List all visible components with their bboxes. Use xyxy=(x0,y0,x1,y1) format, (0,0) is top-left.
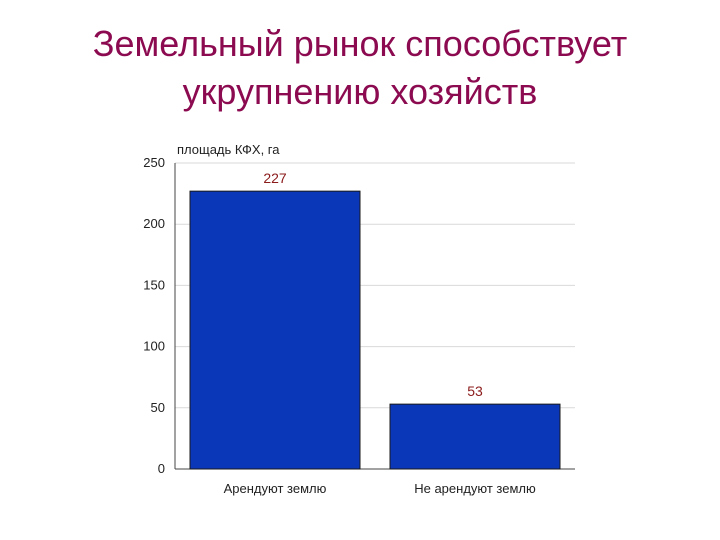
y-tick-label: 50 xyxy=(151,400,165,415)
title-line-2: укрупнению хозяйств xyxy=(182,71,538,112)
y-tick-label: 0 xyxy=(158,461,165,476)
x-category-label: Арендуют землю xyxy=(224,481,327,496)
y-tick-label: 250 xyxy=(143,155,165,170)
y-axis-label: площадь КФХ, га xyxy=(177,142,280,157)
data-label: 53 xyxy=(467,383,483,399)
x-category-label: Не арендуют землю xyxy=(414,481,536,496)
title-line-1: Земельный рынок способствует xyxy=(92,23,628,64)
y-tick-label: 100 xyxy=(143,339,165,354)
slide-title: Земельный рынок способствует укрупнению … xyxy=(0,20,720,116)
bar xyxy=(389,403,561,470)
y-tick-label: 200 xyxy=(143,216,165,231)
y-tick-label: 150 xyxy=(143,277,165,292)
bar xyxy=(189,190,361,470)
data-label: 227 xyxy=(263,170,287,186)
